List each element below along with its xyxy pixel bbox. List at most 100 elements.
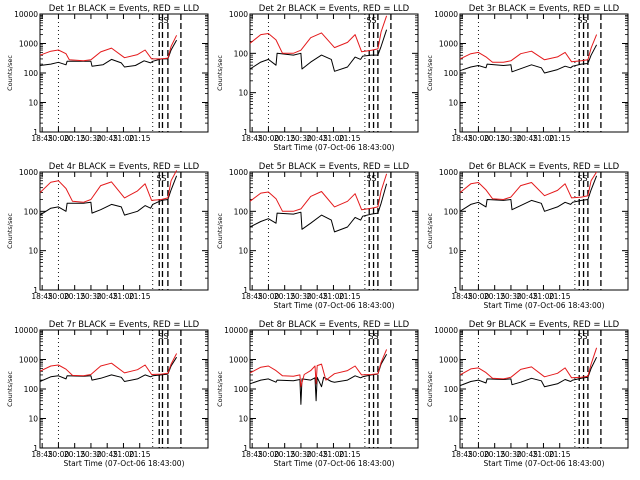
saa-marker-text: SS	[366, 174, 376, 183]
x-tick-label: 18:45	[451, 292, 473, 301]
y-axis-label: Counts/sec	[426, 55, 434, 91]
panel-det-6r: Det 6r BLACK = Events, RED = LLD Counts/s…	[426, 162, 629, 310]
y-tick-label: 10	[28, 99, 38, 108]
plot-frame	[39, 171, 209, 291]
y-tick-label: 1000	[439, 168, 458, 177]
x-tick-label: 20:00	[468, 292, 490, 301]
panel-det-8r: Det 8r BLACK = Events, RED = LLD Counts/s…	[216, 320, 419, 468]
x-tick-label: 18:45	[241, 134, 263, 143]
x-tick-label: 21:15	[129, 134, 151, 143]
panel-det-4r: Det 4r BLACK = Events, RED = LLD Counts/s…	[6, 162, 209, 301]
y-tick-label: 10	[238, 89, 248, 98]
x-tick-label: 21:00	[533, 450, 555, 459]
panel-title: Det 4r BLACK = Events, RED = LLD	[49, 162, 200, 172]
series-events	[39, 356, 178, 382]
x-tick-label: 20:45	[306, 134, 328, 143]
panel-det-3r: Det 3r BLACK = Events, RED = LLD Counts/s…	[426, 4, 629, 143]
x-tick-label: 20:15	[64, 292, 86, 301]
x-tick-label: 21:15	[549, 292, 571, 301]
panel-title: Det 6r BLACK = Events, RED = LLD	[469, 162, 620, 172]
series-events	[249, 354, 388, 405]
y-tick-label: 1	[33, 444, 38, 453]
y-tick-label: 10	[28, 415, 38, 424]
panel-title: Det 7r BLACK = Events, RED = LLD	[49, 320, 200, 330]
y-tick-label: 1000	[229, 356, 248, 365]
y-tick-label: 1000	[229, 168, 248, 177]
x-tick-label: 20:00	[48, 134, 70, 143]
y-tick-label: 100	[234, 49, 249, 58]
panel-title: Det 8r BLACK = Events, RED = LLD	[259, 320, 410, 330]
x-tick-label: 21:00	[323, 450, 345, 459]
x-tick-label: 20:30	[80, 450, 102, 459]
panel-det-9r: Det 9r BLACK = Events, RED = LLD Counts/s…	[426, 320, 629, 468]
x-tick-label: 21:00	[533, 292, 555, 301]
saa-marker-text: SS	[577, 16, 587, 25]
x-tick-label: 18:45	[31, 134, 53, 143]
x-tick-label: 18:45	[31, 292, 53, 301]
y-axis-label: Counts/sec	[6, 55, 14, 91]
x-tick-label: 20:15	[64, 450, 86, 459]
x-tick-label: 20:15	[484, 292, 506, 301]
x-tick-label: 20:15	[274, 450, 296, 459]
x-tick-label: 21:15	[549, 134, 571, 143]
x-tick-label: 21:00	[323, 134, 345, 143]
x-tick-label: 20:45	[516, 450, 538, 459]
series-events	[39, 175, 178, 216]
x-tick-label: 20:15	[64, 134, 86, 143]
x-tick-label: 21:00	[323, 292, 345, 301]
x-axis-label: Start Time (07-Oct-06 18:43:00)	[63, 459, 184, 468]
series-events	[459, 175, 598, 212]
y-axis-label: Counts/sec	[426, 213, 434, 249]
x-tick-label: 20:00	[258, 450, 280, 459]
x-tick-label: 20:00	[48, 450, 70, 459]
y-tick-label: 1000	[19, 356, 38, 365]
x-tick-label: 18:45	[241, 450, 263, 459]
y-tick-label: 100	[24, 69, 39, 78]
y-axis-label: Counts/sec	[216, 213, 224, 249]
panel-det-7r: Det 7r BLACK = Events, RED = LLD Counts/s…	[6, 320, 209, 468]
x-tick-label: 21:00	[113, 134, 135, 143]
series-lld	[39, 35, 178, 62]
x-tick-label: 20:45	[96, 292, 118, 301]
x-tick-label: 20:45	[516, 292, 538, 301]
saa-marker-text: SS	[366, 16, 376, 25]
y-tick-label: 1	[243, 128, 248, 137]
x-tick-label: 20:30	[290, 450, 312, 459]
series-events	[459, 356, 598, 388]
x-tick-label: 18:45	[241, 292, 263, 301]
series-lld	[249, 349, 388, 388]
series-events	[249, 29, 388, 72]
x-tick-label: 21:00	[113, 292, 135, 301]
x-tick-label: 21:15	[129, 450, 151, 459]
y-tick-label: 100	[24, 385, 39, 394]
x-tick-label: 21:15	[129, 292, 151, 301]
y-tick-label: 10	[28, 247, 38, 256]
saa-marker-text: SS	[158, 332, 168, 341]
y-axis-label: Counts/sec	[6, 213, 14, 249]
y-tick-label: 1000	[19, 168, 38, 177]
y-tick-label: 100	[444, 385, 459, 394]
y-tick-label: 10	[238, 247, 248, 256]
y-tick-label: 1	[243, 444, 248, 453]
x-tick-label: 20:30	[500, 450, 522, 459]
y-tick-label: 10000	[434, 326, 458, 335]
x-tick-label: 20:15	[484, 134, 506, 143]
y-axis-label: Counts/sec	[216, 55, 224, 91]
x-tick-label: 21:00	[113, 450, 135, 459]
y-tick-label: 100	[444, 207, 459, 216]
x-axis-label: Start Time (07-Oct-06 18:43:00)	[483, 301, 604, 310]
x-tick-label: 20:00	[468, 450, 490, 459]
y-tick-label: 10	[238, 415, 248, 424]
panel-title: Det 2r BLACK = Events, RED = LLD	[259, 4, 410, 14]
series-lld	[249, 15, 388, 54]
y-tick-label: 100	[234, 385, 249, 394]
y-tick-label: 100	[234, 207, 249, 216]
y-tick-label: 1000	[19, 40, 38, 49]
y-tick-label: 100	[24, 207, 39, 216]
plot-frame	[249, 171, 419, 291]
x-tick-label: 20:45	[306, 292, 328, 301]
x-tick-label: 20:30	[500, 134, 522, 143]
y-tick-label: 1	[33, 128, 38, 137]
x-tick-label: 20:15	[484, 450, 506, 459]
